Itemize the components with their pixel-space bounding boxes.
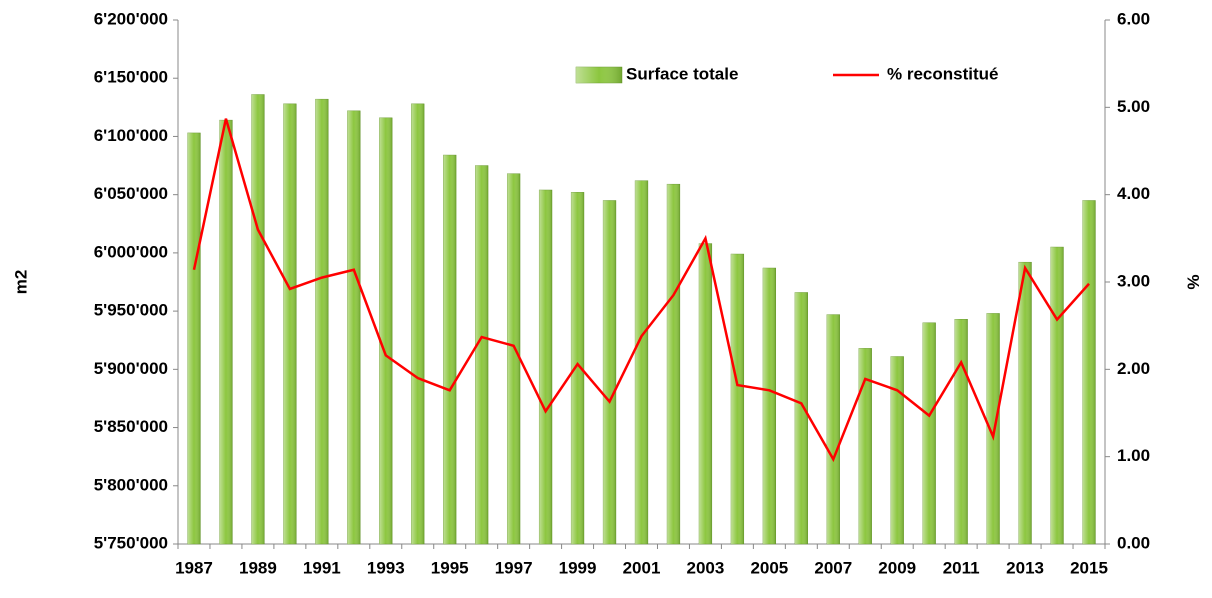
bar-shade xyxy=(762,268,776,544)
y-tick-label: 6'150'000 xyxy=(94,68,168,87)
bar-shade xyxy=(187,132,201,544)
bar-shade xyxy=(794,292,808,544)
bar-shade xyxy=(475,165,489,545)
y2-tick-label: 0.00 xyxy=(1117,533,1150,552)
y-tick-label: 5'950'000 xyxy=(94,301,168,320)
y-tick-label: 6'050'000 xyxy=(94,184,168,203)
x-tick-label: 2001 xyxy=(623,558,661,577)
bar-shade xyxy=(699,243,712,544)
y2-tick-label: 4.00 xyxy=(1117,184,1150,203)
x-tick-label: 2003 xyxy=(687,558,725,577)
x-tick-label: 2011 xyxy=(943,558,980,577)
y-tick-label: 5'750'000 xyxy=(94,533,168,552)
y-tick-label: 5'850'000 xyxy=(94,417,168,436)
y-tick-label: 5'900'000 xyxy=(94,359,168,378)
x-tick-label: 1993 xyxy=(367,558,405,577)
x-tick-label: 1999 xyxy=(559,558,597,577)
bar-shade xyxy=(1018,262,1032,544)
bar-shade xyxy=(347,110,361,545)
bar-shade xyxy=(922,322,936,544)
x-tick-label: 1991 xyxy=(303,558,341,577)
legend-swatch-shade xyxy=(576,67,622,83)
x-tick-label: 2009 xyxy=(878,558,916,577)
bar-shade xyxy=(251,94,265,544)
y-axis-label: m2 xyxy=(11,270,30,295)
bar-shade xyxy=(315,99,329,544)
bar-shade xyxy=(890,356,904,544)
x-tick-label: 1987 xyxy=(175,558,213,577)
y2-axis-label: % xyxy=(1184,274,1203,289)
bar-shade xyxy=(667,184,680,545)
legend-label: % reconstitué xyxy=(887,64,998,83)
bar-shade xyxy=(219,120,233,545)
bar-shade xyxy=(635,180,648,544)
bar-shade xyxy=(443,155,457,544)
y2-tick-label: 5.00 xyxy=(1117,97,1150,116)
bar-shade xyxy=(1050,247,1064,545)
x-tick-label: 1997 xyxy=(495,558,533,577)
x-tick-label: 2007 xyxy=(814,558,852,577)
bar-shade xyxy=(411,103,425,544)
bar-shade xyxy=(603,200,616,544)
y2-tick-label: 3.00 xyxy=(1117,271,1150,290)
bar-shade xyxy=(826,314,840,544)
x-tick-label: 2013 xyxy=(1006,558,1044,577)
legend-label: Surface totale xyxy=(626,64,738,83)
bar-shade xyxy=(986,313,1000,544)
x-tick-label: 1989 xyxy=(239,558,277,577)
bar-shade xyxy=(283,103,297,544)
bar-shade xyxy=(571,192,584,545)
bar-shade xyxy=(731,254,744,544)
y-tick-label: 6'200'000 xyxy=(94,9,168,28)
line xyxy=(192,118,1090,463)
bar-shade xyxy=(1082,200,1096,544)
bar-shade xyxy=(954,319,968,544)
bar-shade xyxy=(539,190,552,544)
y2-tick-label: 6.00 xyxy=(1117,9,1150,28)
y-tick-label: 6'100'000 xyxy=(94,126,168,145)
y2-tick-label: 1.00 xyxy=(1117,446,1150,465)
bar-shade xyxy=(507,173,521,544)
y-tick-label: 6'000'000 xyxy=(94,242,168,261)
y-tick-label: 5'800'000 xyxy=(94,475,168,494)
x-tick-label: 1995 xyxy=(431,558,469,577)
y2-tick-label: 2.00 xyxy=(1117,359,1150,378)
bar-shade xyxy=(379,117,393,545)
x-tick-label: 2015 xyxy=(1070,558,1108,577)
x-tick-label: 2005 xyxy=(750,558,788,577)
bar-shade xyxy=(858,348,872,544)
